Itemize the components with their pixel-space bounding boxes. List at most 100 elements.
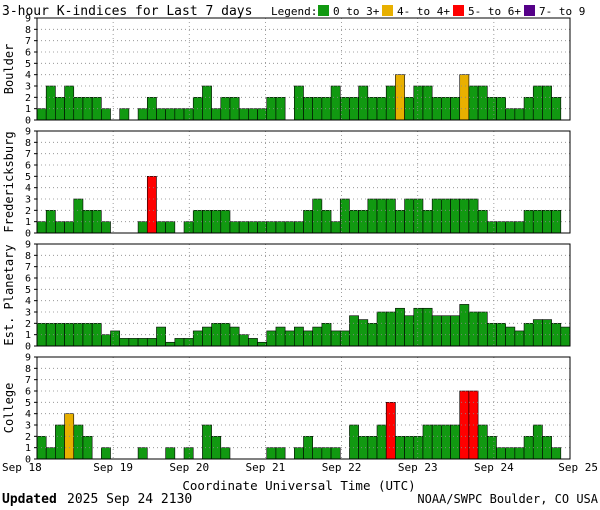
bar — [303, 210, 313, 234]
bar — [183, 338, 194, 347]
y-tick-label: 3 — [25, 195, 31, 206]
bar — [45, 447, 56, 460]
bar — [385, 198, 396, 234]
y-tick-label: 1 — [25, 217, 31, 228]
legend-swatch — [524, 5, 535, 16]
y-tick-label: 7 — [25, 262, 31, 273]
bar — [551, 447, 562, 460]
bar — [82, 436, 93, 460]
bar — [450, 97, 461, 121]
bar — [395, 307, 405, 347]
bar — [505, 221, 516, 234]
bar — [101, 447, 111, 460]
bar — [560, 326, 571, 347]
bar — [119, 338, 130, 347]
bar — [477, 311, 488, 347]
bar — [284, 330, 295, 347]
bar — [441, 315, 451, 347]
bar — [404, 198, 415, 234]
bar — [385, 311, 396, 347]
bar — [73, 424, 84, 460]
y-tick-label: 6 — [25, 274, 31, 285]
bar — [192, 330, 203, 347]
bar — [137, 338, 148, 347]
legend-item-label: 0 to 3+ — [333, 5, 380, 18]
bar — [514, 330, 525, 347]
panel-frame — [36, 243, 571, 347]
y-tick-label: 1 — [25, 443, 31, 454]
bar — [395, 210, 405, 234]
bar — [413, 307, 424, 347]
bar — [119, 108, 130, 121]
bar — [137, 108, 148, 121]
bar — [55, 97, 65, 121]
y-tick-label: 2 — [25, 93, 31, 104]
panel-frame — [36, 17, 571, 121]
bar — [238, 221, 249, 234]
updated-value: 2025 Sep 24 2130 — [67, 492, 192, 507]
bar — [450, 315, 461, 347]
x-tick-label: Sep 20 — [169, 461, 209, 474]
bar — [542, 85, 552, 121]
bar — [101, 221, 111, 234]
bar — [211, 436, 222, 460]
y-tick-label: 7 — [25, 149, 31, 160]
bar — [385, 85, 396, 121]
bar — [294, 85, 304, 121]
bar — [367, 198, 378, 234]
legend-item-label: 7- to 9 — [539, 5, 585, 18]
bar — [505, 108, 516, 121]
bar — [404, 315, 415, 347]
bar — [36, 221, 47, 234]
bar — [376, 198, 387, 234]
y-tick-label: 0 — [25, 229, 31, 240]
bar — [156, 326, 166, 347]
bar — [146, 97, 157, 121]
panel-frame — [36, 356, 571, 460]
bar — [496, 447, 506, 460]
bar — [514, 221, 525, 234]
bar — [385, 402, 396, 460]
bar — [486, 323, 497, 347]
bar — [551, 210, 562, 234]
x-axis: Sep 18 Sep 19 Sep 20 Sep 21 Sep 22 Sep 23 Sep … — [2, 461, 598, 474]
legend-swatch — [318, 5, 329, 16]
bar — [266, 447, 277, 460]
y-tick-label: 8 — [25, 364, 31, 375]
x-tick-label: Sep 21 — [246, 461, 286, 474]
bar — [294, 447, 304, 460]
y-tick-label: 1 — [25, 104, 31, 115]
bar — [376, 311, 387, 347]
panel-label: Boulder — [2, 44, 16, 95]
bar — [275, 221, 286, 234]
y-tick-label: 4 — [25, 183, 31, 194]
bar — [303, 97, 313, 121]
bar — [496, 221, 506, 234]
bar — [45, 85, 56, 121]
bar — [358, 319, 369, 347]
y-tick-label: 5 — [25, 59, 31, 70]
bar — [248, 221, 258, 234]
bar — [551, 323, 562, 347]
bar — [73, 198, 84, 234]
bar — [165, 341, 176, 347]
bar — [422, 424, 433, 460]
y-tick-label: 7 — [25, 36, 31, 47]
x-tick-label: Sep 19 — [93, 461, 133, 474]
y-tick-label: 9 — [25, 14, 31, 25]
bar — [156, 108, 166, 121]
bar — [542, 436, 552, 460]
bar — [312, 198, 323, 234]
panels: 0123456789Boulder0123456789Fredericksbur… — [2, 14, 571, 466]
bar — [330, 447, 341, 460]
y-tick-label: 9 — [25, 127, 31, 138]
bar — [284, 221, 295, 234]
bar — [36, 108, 47, 121]
bar — [110, 330, 121, 347]
bar — [202, 85, 212, 121]
bar — [137, 221, 148, 234]
y-tick-label: 6 — [25, 387, 31, 398]
y-tick-label: 8 — [25, 25, 31, 36]
